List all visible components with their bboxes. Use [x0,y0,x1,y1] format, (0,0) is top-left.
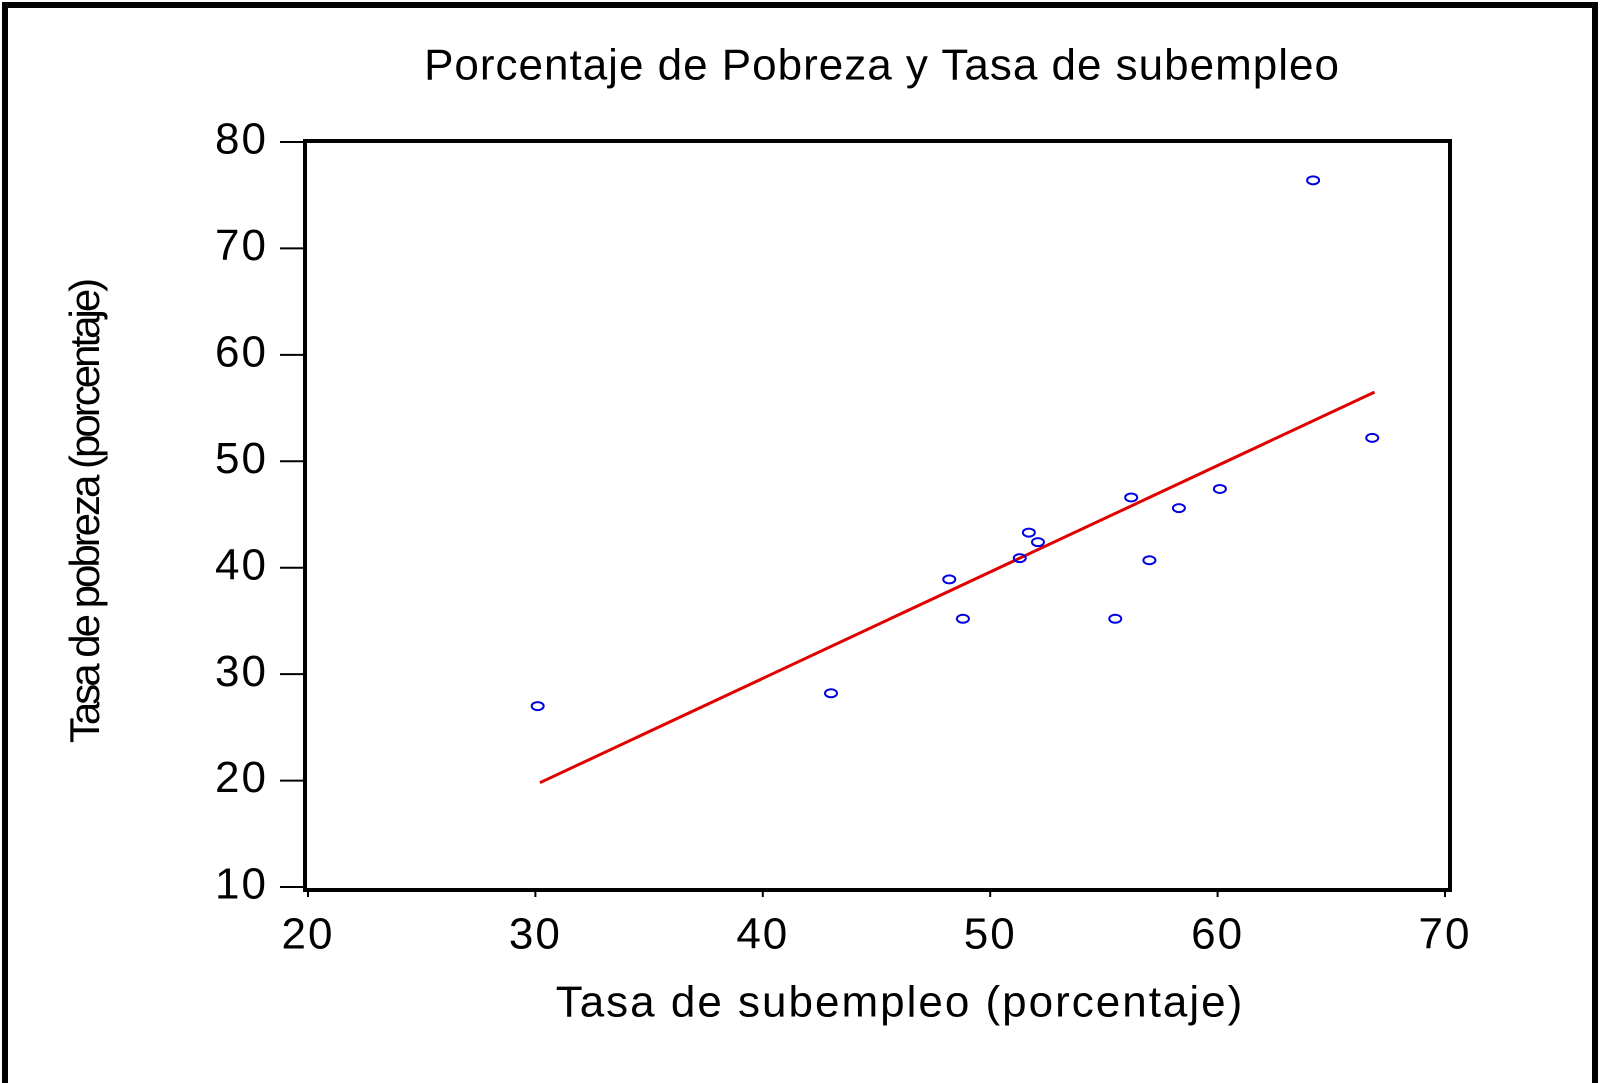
point [1171,503,1186,514]
plot-frame [303,139,1452,892]
x-tick-label: 30 [509,910,562,959]
y-tick-label: 80 [215,115,268,164]
point [1108,613,1123,624]
point [955,613,970,624]
point [1365,432,1380,443]
fit-line [539,390,1376,785]
x-tick-label: 40 [736,910,789,959]
y-tick-label: 40 [215,540,268,589]
point [1012,553,1027,564]
point [942,574,957,585]
chart-title: Porcentaje de Pobreza y Tasa de subemple… [424,41,1340,90]
x-axis-label: Tasa de subempleo (porcentaje) [556,978,1245,1027]
point [824,688,839,699]
y-tick-label: 60 [215,327,268,376]
point [1142,555,1157,566]
y-tick-label: 20 [215,753,268,802]
point [1212,483,1227,494]
point [530,701,545,712]
x-tick-label: 20 [282,910,335,959]
y-tick-label: 30 [215,647,268,696]
y-axis-label: Tasa de pobreza (porcentaje) [61,280,108,743]
y-tick-label: 50 [215,434,268,483]
point [1306,175,1321,186]
x-tick-label: 70 [1419,910,1472,959]
point [1030,537,1045,548]
x-tick-label: 50 [964,910,1017,959]
y-tick-label: 70 [215,221,268,270]
x-tick-label: 60 [1191,910,1244,959]
y-tick-label: 10 [215,860,268,909]
point [1021,527,1036,538]
point [1124,492,1139,503]
